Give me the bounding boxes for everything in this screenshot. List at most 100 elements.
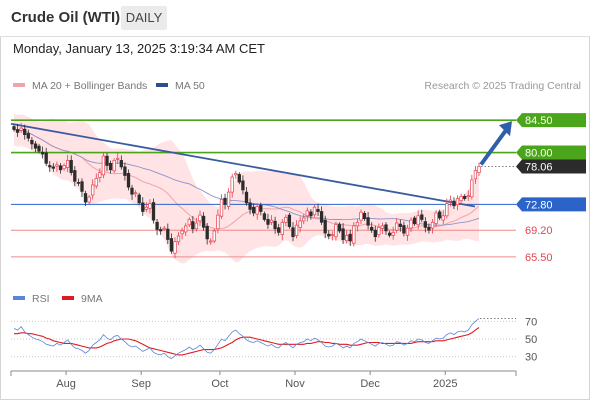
candle-down — [323, 219, 327, 234]
x-tick-label: Aug — [56, 378, 76, 390]
candle-down — [108, 162, 113, 171]
candle-down — [373, 229, 377, 238]
candle-down — [259, 205, 263, 212]
level-tag-84-50 — [516, 113, 586, 128]
candle-up — [91, 184, 95, 196]
candle-down — [30, 139, 34, 145]
candle-up — [62, 165, 66, 170]
candle-up — [209, 240, 213, 243]
candle-up — [194, 222, 199, 230]
candle-up — [187, 219, 191, 226]
candle-up — [226, 191, 231, 207]
candle-down — [366, 217, 370, 226]
x-tick-label: Sep — [131, 378, 151, 390]
candle-up — [345, 234, 349, 242]
candle-down — [319, 211, 324, 223]
level-tag-78-06 — [516, 159, 586, 174]
candle-down — [126, 173, 131, 188]
level-tag-80-00 — [516, 145, 586, 160]
candle-down — [141, 202, 145, 212]
legend-ma50: MA 50 — [156, 80, 205, 92]
candle-up — [255, 206, 259, 215]
candle-up — [212, 230, 216, 242]
level-label-80-00: 80.00 — [525, 148, 553, 160]
forecast-arrow-head — [499, 121, 512, 137]
candle-up — [448, 199, 453, 202]
candle-up — [445, 203, 449, 217]
trendline — [10, 122, 476, 208]
candle-down — [438, 211, 442, 219]
candle-down — [166, 228, 170, 240]
candle-up — [455, 198, 460, 206]
candle-up — [312, 206, 317, 216]
candle-down — [205, 225, 209, 240]
legend-rsi: RSI — [13, 293, 50, 305]
candle-up — [405, 227, 410, 236]
rsi-tick-label: 50 — [525, 334, 537, 346]
rsi-panel: 70 50 30 — [11, 316, 537, 364]
candle-down — [151, 202, 156, 221]
candle-up — [477, 166, 481, 174]
candle-up — [198, 214, 202, 222]
candle-down — [80, 181, 84, 192]
rsi-tick-label: 70 — [525, 316, 537, 328]
candle-down — [73, 170, 77, 182]
x-tick-label: Oct — [211, 378, 228, 390]
candle-up — [112, 160, 116, 172]
rsi-line — [13, 318, 480, 359]
level-tag-72-80 — [516, 197, 586, 212]
candle-down — [341, 228, 345, 240]
candle-down — [402, 225, 406, 234]
candle-down — [384, 224, 388, 232]
candle-up — [302, 217, 306, 222]
candle-down — [130, 187, 134, 195]
candle-up — [269, 219, 274, 223]
candle-up — [280, 221, 284, 235]
candle-down — [51, 166, 55, 169]
candle-down — [69, 160, 73, 173]
level-label-72-80: 72.80 — [525, 199, 553, 211]
candle-up — [330, 234, 334, 236]
candle-down — [83, 193, 88, 203]
legend-ma9-label: 9MA — [81, 293, 103, 305]
candle-down — [277, 227, 281, 233]
candle-down — [337, 224, 342, 232]
candle-up — [298, 220, 302, 228]
candle-up — [116, 157, 120, 160]
candle-up — [87, 196, 91, 203]
header-bar: Crude Oil (WTI) DAILY — [0, 0, 590, 37]
candle-up — [230, 176, 234, 193]
candle-up — [234, 173, 238, 176]
candle-up — [19, 127, 23, 131]
candle-up — [133, 192, 138, 195]
candle-down — [155, 221, 159, 230]
candle-down — [423, 221, 427, 228]
candle-down — [105, 155, 109, 166]
candle-up — [294, 224, 299, 236]
candle-down — [40, 151, 45, 155]
candle-down — [262, 213, 267, 220]
candle-down — [362, 212, 367, 220]
level-label-78-06: 78.06 — [525, 161, 553, 173]
legend-rsi-label: RSI — [32, 293, 50, 305]
candle-down — [201, 215, 206, 228]
candle-up — [101, 155, 106, 176]
candle-up — [66, 160, 70, 168]
candle-down — [266, 219, 270, 225]
ma9-swatch — [62, 296, 74, 301]
candle-up — [473, 170, 478, 180]
candle-down — [15, 129, 20, 133]
candle-up — [305, 210, 309, 217]
candle-down — [427, 226, 431, 231]
candle-up — [98, 172, 102, 178]
candle-up — [184, 225, 188, 233]
period-selector[interactable]: DAILY — [121, 6, 167, 30]
candle-down — [387, 232, 392, 236]
candle-up — [441, 215, 445, 221]
candle-up — [144, 206, 148, 210]
candle-up — [430, 221, 435, 229]
candle-down — [76, 182, 81, 184]
forecast-arrow-shaft — [479, 128, 508, 166]
